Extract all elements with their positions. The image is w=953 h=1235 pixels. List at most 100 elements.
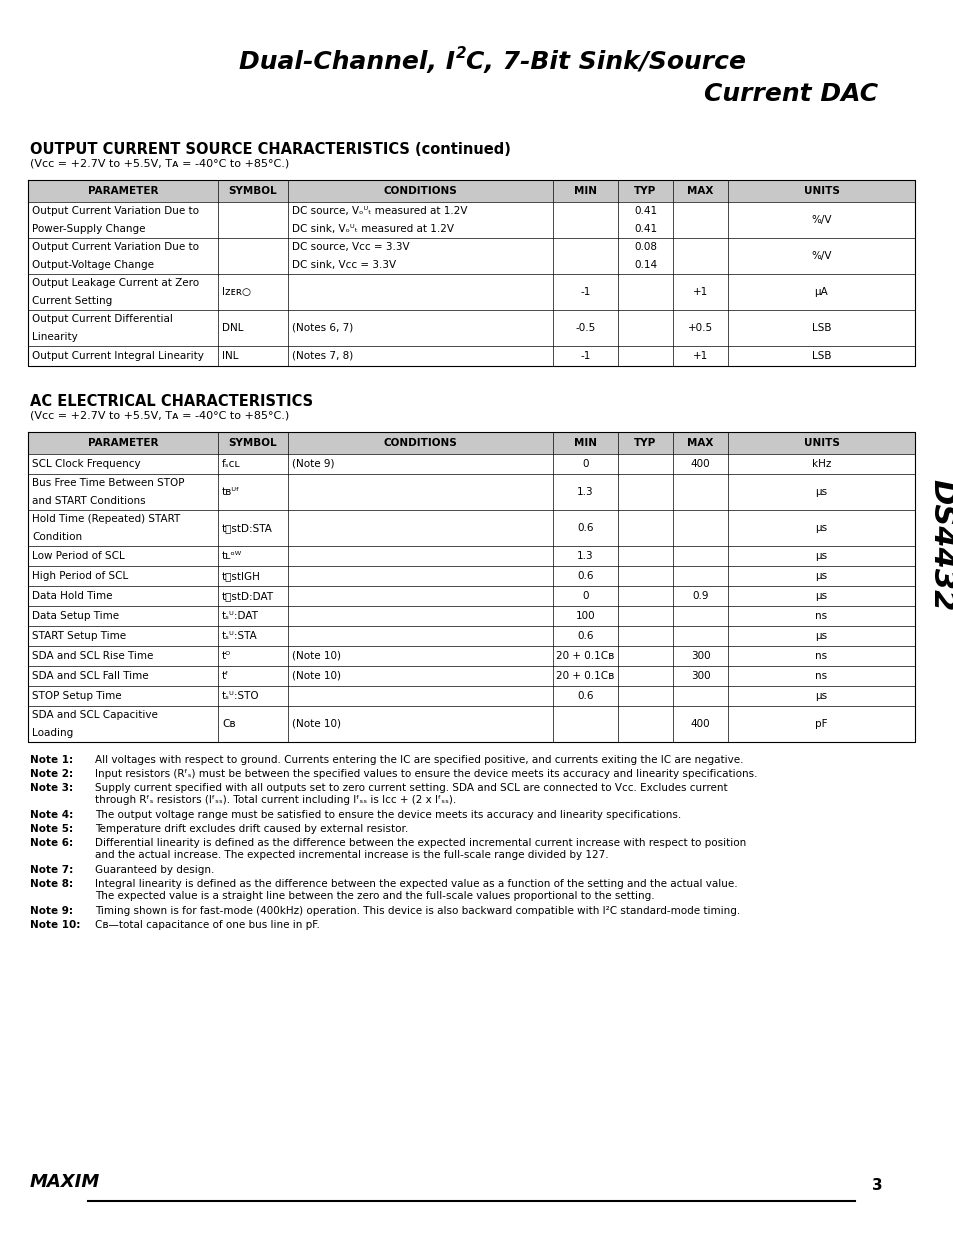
Text: -1: -1 xyxy=(579,287,590,296)
Text: tᶠ: tᶠ xyxy=(222,671,229,680)
Text: (Notes 6, 7): (Notes 6, 7) xyxy=(292,324,353,333)
Text: Linearity: Linearity xyxy=(32,332,77,342)
Text: Hold Time (Repeated) START: Hold Time (Repeated) START xyxy=(32,514,180,524)
Text: 2: 2 xyxy=(456,46,466,61)
Text: μs: μs xyxy=(815,631,826,641)
Text: μs: μs xyxy=(815,571,826,580)
Text: Supply current specified with all outputs set to zero current setting. SDA and S: Supply current specified with all output… xyxy=(95,783,727,793)
Text: CONDITIONS: CONDITIONS xyxy=(383,186,456,196)
Text: Output Current Differential: Output Current Differential xyxy=(32,314,172,324)
Text: Timing shown is for fast-mode (400kHz) operation. This device is also backward c: Timing shown is for fast-mode (400kHz) o… xyxy=(95,906,740,916)
Text: μs: μs xyxy=(815,551,826,561)
Text: tᴼ: tᴼ xyxy=(222,651,231,661)
Text: 100: 100 xyxy=(575,611,595,621)
Text: and START Conditions: and START Conditions xyxy=(32,496,146,506)
Text: 20 + 0.1Cʙ: 20 + 0.1Cʙ xyxy=(556,651,614,661)
Text: 1.3: 1.3 xyxy=(577,487,593,496)
Bar xyxy=(28,432,914,454)
Text: Current DAC: Current DAC xyxy=(703,82,877,106)
Text: The expected value is a straight line between the zero and the full-scale values: The expected value is a straight line be… xyxy=(95,890,654,902)
Text: %/V: %/V xyxy=(810,251,831,261)
Text: Current Setting: Current Setting xyxy=(32,296,112,306)
Text: μs: μs xyxy=(815,522,826,534)
Text: DC source, Vₒᵁₜ measured at 1.2V: DC source, Vₒᵁₜ measured at 1.2V xyxy=(292,206,467,216)
Text: 0.41: 0.41 xyxy=(634,206,657,216)
Text: The output voltage range must be satisfied to ensure the device meets its accura: The output voltage range must be satisfi… xyxy=(95,810,680,820)
Text: t˾stIGH: t˾stIGH xyxy=(222,571,260,580)
Text: SCL Clock Frequency: SCL Clock Frequency xyxy=(32,459,140,469)
Text: SYMBOL: SYMBOL xyxy=(229,186,277,196)
Text: Cʙ—total capacitance of one bus line in pF.: Cʙ—total capacitance of one bus line in … xyxy=(95,920,319,930)
Text: +0.5: +0.5 xyxy=(687,324,712,333)
Text: UNITS: UNITS xyxy=(802,186,839,196)
Text: DS4432: DS4432 xyxy=(926,479,953,611)
Text: (Notes 7, 8): (Notes 7, 8) xyxy=(292,351,353,361)
Text: (Note 10): (Note 10) xyxy=(292,719,340,729)
Text: START Setup Time: START Setup Time xyxy=(32,631,126,641)
Text: tₛᵁ:STO: tₛᵁ:STO xyxy=(222,692,259,701)
Text: 0: 0 xyxy=(581,459,588,469)
Text: μs: μs xyxy=(815,692,826,701)
Text: SYMBOL: SYMBOL xyxy=(229,438,277,448)
Text: 20 + 0.1Cʙ: 20 + 0.1Cʙ xyxy=(556,671,614,680)
Text: Note 8:: Note 8: xyxy=(30,879,73,889)
Text: Bus Free Time Between STOP: Bus Free Time Between STOP xyxy=(32,478,184,488)
Text: fₛᴄʟ: fₛᴄʟ xyxy=(222,459,240,469)
Text: μs: μs xyxy=(815,592,826,601)
Text: CONDITIONS: CONDITIONS xyxy=(383,438,456,448)
Text: Cʙ: Cʙ xyxy=(222,719,235,729)
Text: 0.9: 0.9 xyxy=(692,592,708,601)
Text: -0.5: -0.5 xyxy=(575,324,595,333)
Text: Dual-Channel, I: Dual-Channel, I xyxy=(239,49,455,74)
Text: UNITS: UNITS xyxy=(802,438,839,448)
Text: High Period of SCL: High Period of SCL xyxy=(32,571,128,580)
Text: MAX: MAX xyxy=(686,438,713,448)
Text: Condition: Condition xyxy=(32,532,82,542)
Text: LSB: LSB xyxy=(811,324,830,333)
Text: Note 6:: Note 6: xyxy=(30,839,73,848)
Text: 0.14: 0.14 xyxy=(634,261,657,270)
Text: TYP: TYP xyxy=(634,186,656,196)
Text: DC sink, Vₒᵁₜ measured at 1.2V: DC sink, Vₒᵁₜ measured at 1.2V xyxy=(292,224,454,233)
Text: Note 5:: Note 5: xyxy=(30,824,73,834)
Text: 0.6: 0.6 xyxy=(577,571,593,580)
Text: SDA and SCL Capacitive: SDA and SCL Capacitive xyxy=(32,710,157,720)
Text: kHz: kHz xyxy=(811,459,830,469)
Text: tʙᵁᶠ: tʙᵁᶠ xyxy=(222,487,240,496)
Text: STOP Setup Time: STOP Setup Time xyxy=(32,692,121,701)
Text: Note 4:: Note 4: xyxy=(30,810,73,820)
Text: OUTPUT CURRENT SOURCE CHARACTERISTICS (continued): OUTPUT CURRENT SOURCE CHARACTERISTICS (c… xyxy=(30,142,511,157)
Text: +1: +1 xyxy=(692,351,707,361)
Text: (Note 10): (Note 10) xyxy=(292,671,340,680)
Text: 0: 0 xyxy=(581,592,588,601)
Text: pF: pF xyxy=(815,719,827,729)
Text: tₛᵁ:STA: tₛᵁ:STA xyxy=(222,631,257,641)
Text: 3: 3 xyxy=(871,1178,882,1193)
Text: DC source, Vᴄᴄ = 3.3V: DC source, Vᴄᴄ = 3.3V xyxy=(292,242,409,252)
Text: Differential linearity is defined as the difference between the expected increme: Differential linearity is defined as the… xyxy=(95,839,745,848)
Text: Output Current Integral Linearity: Output Current Integral Linearity xyxy=(32,351,204,361)
Bar xyxy=(28,180,914,203)
Text: SDA and SCL Fall Time: SDA and SCL Fall Time xyxy=(32,671,149,680)
Text: Loading: Loading xyxy=(32,727,73,739)
Text: TYP: TYP xyxy=(634,438,656,448)
Text: Low Period of SCL: Low Period of SCL xyxy=(32,551,125,561)
Text: 400: 400 xyxy=(690,459,710,469)
Text: Note 1:: Note 1: xyxy=(30,755,73,764)
Text: through Rᶠₛ resistors (Iᶠₛₛ). Total current including Iᶠₛₛ is Iᴄᴄ + (2 x Iᶠₛₛ).: through Rᶠₛ resistors (Iᶠₛₛ). Total curr… xyxy=(95,795,456,805)
Text: μA: μA xyxy=(814,287,827,296)
Text: 0.6: 0.6 xyxy=(577,522,593,534)
Text: 0.6: 0.6 xyxy=(577,631,593,641)
Text: t˾stD:STA: t˾stD:STA xyxy=(222,522,273,534)
Text: 1.3: 1.3 xyxy=(577,551,593,561)
Text: Output Leakage Current at Zero: Output Leakage Current at Zero xyxy=(32,278,199,288)
Text: Data Setup Time: Data Setup Time xyxy=(32,611,119,621)
Text: C, 7-Bit Sink/Source: C, 7-Bit Sink/Source xyxy=(465,49,745,74)
Text: Integral linearity is defined as the difference between the expected value as a : Integral linearity is defined as the dif… xyxy=(95,879,737,889)
Text: ns: ns xyxy=(815,671,826,680)
Text: PARAMETER: PARAMETER xyxy=(88,438,158,448)
Text: Iᴢᴇʀ○: Iᴢᴇʀ○ xyxy=(222,287,251,296)
Text: Data Hold Time: Data Hold Time xyxy=(32,592,112,601)
Text: Output-Voltage Change: Output-Voltage Change xyxy=(32,261,153,270)
Text: (Note 9): (Note 9) xyxy=(292,459,335,469)
